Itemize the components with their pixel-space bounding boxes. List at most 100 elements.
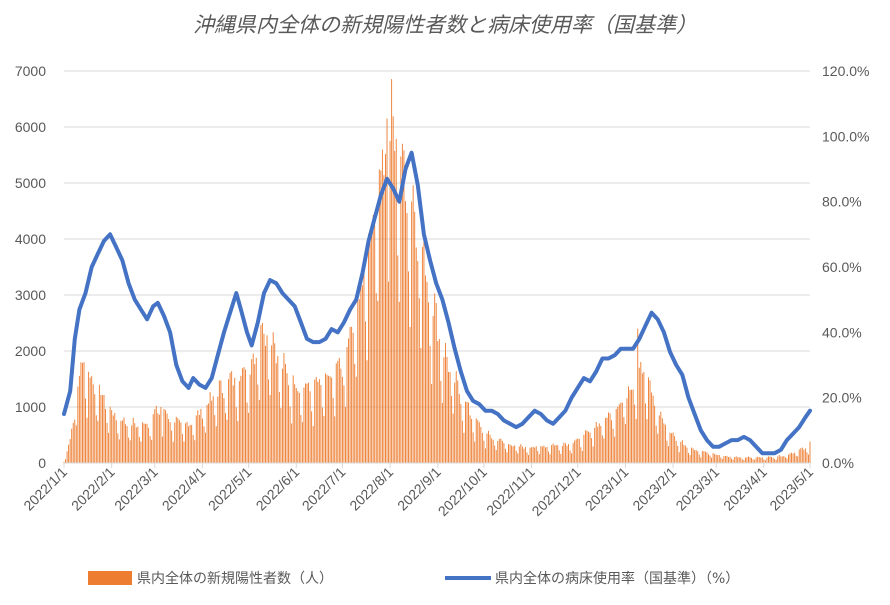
case-bar (571, 453, 573, 463)
case-bar (234, 377, 236, 463)
case-bar (452, 413, 454, 463)
case-bar (397, 255, 399, 463)
case-bar (560, 454, 562, 463)
case-bar (674, 436, 676, 463)
case-bar (624, 423, 626, 463)
case-bar (688, 452, 689, 463)
case-bar (809, 441, 811, 463)
case-bar (178, 420, 180, 463)
case-bar (763, 459, 765, 463)
case-bar (658, 415, 660, 463)
case-bar (774, 459, 776, 463)
x-tick-label: 2023/5/1 (766, 464, 816, 514)
case-bar (71, 428, 73, 463)
case-bar (575, 439, 577, 463)
right-axis-ticks: 0.0% 20.0% 40.0% 60.0% 80.0% 100.0% 120.0% (822, 63, 869, 471)
case-bar (637, 328, 639, 463)
case-bar (718, 454, 720, 463)
case-bar (463, 432, 465, 463)
case-bar (443, 357, 445, 463)
case-bar (265, 345, 266, 463)
case-bar (769, 456, 771, 463)
case-bar (792, 453, 794, 463)
case-bar (112, 415, 114, 463)
case-bar (95, 415, 97, 463)
case-bar (366, 360, 368, 463)
case-bar (634, 404, 636, 463)
case-bar (584, 430, 586, 463)
case-bar (431, 383, 433, 463)
case-bar (477, 420, 479, 463)
case-bar (125, 424, 126, 463)
case-bar (105, 408, 106, 463)
case-bar (177, 418, 179, 463)
case-bar (621, 402, 623, 463)
case-bar (72, 422, 74, 463)
case-bar (268, 379, 270, 463)
case-bar (806, 452, 808, 463)
case-bar (751, 457, 753, 463)
case-bar (548, 451, 549, 463)
case-bar (646, 419, 648, 463)
case-bar (172, 441, 174, 463)
case-bar (414, 211, 416, 463)
case-bar (432, 316, 434, 463)
case-bar (121, 420, 123, 463)
case-bar (523, 448, 525, 463)
positive-cases-bars (63, 79, 811, 464)
case-bar (478, 422, 480, 463)
case-bar (737, 457, 739, 463)
case-bar (188, 426, 190, 463)
x-tick-label: 2022/1/1 (20, 464, 70, 514)
case-bar (149, 436, 151, 463)
left-tick-label: 5000 (15, 175, 46, 191)
case-bar (768, 456, 769, 463)
left-tick-label: 4000 (15, 231, 46, 247)
x-tick-label: 2022/12/1 (528, 464, 584, 520)
case-bar (354, 363, 356, 463)
case-bar (728, 457, 729, 463)
case-bar (286, 373, 288, 463)
case-bar (780, 456, 782, 463)
case-bar (675, 440, 677, 463)
case-bar (731, 458, 733, 463)
case-bar (335, 363, 337, 463)
case-bar (412, 185, 414, 463)
case-bar (652, 395, 654, 463)
case-bar (521, 446, 523, 463)
left-tick-label: 1000 (15, 399, 46, 415)
case-bar (717, 455, 719, 463)
case-bar (417, 261, 419, 463)
case-bar (517, 453, 519, 463)
case-bar (643, 371, 645, 463)
case-bar (101, 395, 103, 463)
case-bar (351, 326, 353, 463)
case-bar (151, 439, 153, 463)
case-bar (221, 393, 223, 463)
case-bar (654, 405, 656, 463)
case-bar (346, 347, 348, 463)
case-bar (626, 398, 628, 463)
case-bar (217, 396, 219, 463)
case-bar (274, 343, 276, 463)
legend: 県内全体の新規陽性者数（人） 県内全体の病床使用率（国基準）（%） (88, 570, 739, 587)
case-bar (135, 427, 137, 463)
right-tick-label: 60.0% (822, 259, 862, 275)
case-bar (228, 379, 230, 463)
case-bar (189, 424, 191, 463)
x-tick-label: 2023/1/1 (582, 464, 632, 514)
case-bar (704, 451, 706, 463)
case-bar (546, 446, 548, 463)
case-bar (555, 444, 557, 463)
case-bar (671, 433, 673, 463)
case-bar (82, 362, 83, 463)
case-bar (461, 420, 463, 463)
case-bar (201, 418, 203, 463)
case-bar (311, 411, 313, 463)
case-bar (532, 446, 534, 463)
x-tick-label: 2022/6/1 (253, 464, 303, 514)
case-bar (764, 460, 766, 463)
case-bar (632, 389, 634, 463)
case-bar (486, 433, 488, 463)
case-bar (212, 396, 214, 463)
